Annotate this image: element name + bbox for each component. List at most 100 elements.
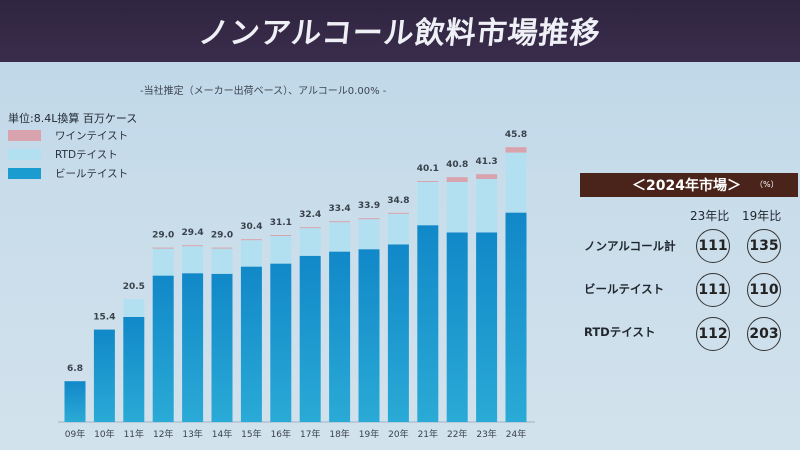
bar-segment-beer [211, 273, 233, 422]
row-label-rtd: RTDテイスト [584, 325, 656, 339]
bar-segment-wine [417, 181, 439, 182]
x-tick-label: 09年 [65, 428, 85, 440]
bar-segment-beer [270, 263, 292, 422]
bar-segment-wine [446, 177, 468, 182]
value-circle: 112 [696, 317, 730, 351]
bar-segment-rtd [387, 213, 409, 245]
value-circle: 111 [696, 273, 730, 307]
data-label: 6.8 [67, 364, 83, 374]
bar-segment-wine [329, 221, 351, 223]
bar-segment-wine [182, 245, 204, 247]
bar-segment-wine [476, 174, 498, 179]
data-label: 30.4 [240, 222, 262, 232]
legend-swatch-rtd [8, 149, 41, 160]
legend-label: RTDテイスト [55, 149, 118, 161]
bar-segment-beer [476, 232, 498, 422]
row-label-total: ノンアルコール計 [584, 239, 676, 253]
column-header-vs-23: 23年比 [690, 209, 730, 223]
data-label: 34.8 [387, 196, 409, 206]
legend-label: ビールテイスト [55, 168, 129, 180]
data-label: 29.0 [211, 231, 233, 241]
bar-segment-beer [240, 266, 262, 422]
x-tick-label: 21年 [418, 428, 438, 440]
bar-segment-beer [329, 251, 351, 422]
x-tick-label: 14年 [212, 428, 232, 440]
bar-segment-wine [270, 235, 292, 236]
value-circle: 135 [747, 229, 781, 263]
bar-segment-beer [152, 275, 174, 422]
x-tick-label: 12年 [153, 428, 173, 440]
bar-segment-beer [93, 329, 115, 422]
x-tick-label: 22年 [447, 428, 467, 440]
bar-segment-beer [64, 381, 86, 422]
x-tick-label: 11年 [124, 428, 144, 440]
bar-segment-beer [417, 225, 439, 422]
data-label: 33.9 [358, 201, 380, 211]
bar-segment-wine [358, 218, 380, 220]
column-header-vs-19: 19年比 [742, 209, 782, 223]
data-label: 40.8 [446, 160, 468, 170]
x-tick-label: 13年 [182, 428, 202, 440]
bar-segment-rtd [417, 182, 439, 226]
unit-label: 単位:8.4L換算 百万ケース [8, 112, 138, 125]
value-circle: 203 [747, 317, 781, 351]
legend-swatch-wine [8, 130, 41, 141]
legend-label: ワインテイスト [55, 130, 129, 142]
value-circle: 110 [747, 273, 781, 307]
bar-segment-beer [123, 317, 145, 422]
data-label: 29.4 [181, 228, 203, 238]
x-tick-label: 20年 [388, 428, 408, 440]
bar-segment-wine [505, 147, 527, 153]
bar-segment-beer [299, 255, 321, 422]
x-tick-label: 15年 [241, 428, 261, 440]
x-tick-label: 19年 [359, 428, 379, 440]
stacked-bar-chart: 6.8 09年 15.4 10年 20.5 11年 29.0 12年 29.4 13年 29.0 14… [58, 130, 535, 440]
legend-item-beer: ビールテイスト [8, 164, 128, 183]
bar-segment-rtd [358, 219, 380, 250]
x-tick-label: 24年 [506, 428, 526, 440]
x-tick-label: 10年 [94, 428, 114, 440]
bar-segment-wine [211, 247, 233, 249]
row-label-beer: ビールテイスト [584, 282, 665, 296]
x-tick-label: 23年 [476, 428, 496, 440]
data-label: 40.1 [417, 164, 439, 174]
bar-segment-rtd [270, 236, 292, 264]
chart-legend: ワインテイスト RTDテイスト ビールテイスト [8, 126, 128, 183]
data-label: 29.0 [152, 231, 174, 241]
bar-segment-rtd [152, 248, 174, 276]
data-label: 45.8 [505, 130, 527, 140]
bar-segment-rtd [123, 299, 145, 317]
market-table-header: ＜2024年市場＞ （%） [580, 173, 798, 197]
x-tick-label: 18年 [329, 428, 349, 440]
title-bar: ノンアルコール飲料市場推移 [0, 0, 800, 62]
bar-segment-beer [182, 273, 204, 422]
market-table-unit: （%） [755, 180, 779, 189]
bar-segment-rtd [446, 182, 468, 233]
value-circle: 111 [696, 229, 730, 263]
bar-segment-rtd [476, 179, 498, 233]
bar-segment-rtd [329, 222, 351, 252]
market-table-title: ＜2024年市場＞ [632, 178, 741, 194]
bar-segment-wine [240, 239, 262, 241]
bar-segment-rtd [505, 152, 527, 213]
data-label: 33.4 [328, 204, 350, 214]
chart-subtitle: -当社推定（メーカー出荷ベース）、アルコール0.00% - [140, 86, 387, 97]
legend-item-rtd: RTDテイスト [8, 145, 128, 164]
bar-segment-beer [505, 212, 527, 422]
bar-segment-rtd [299, 228, 321, 256]
bar-segment-rtd [211, 248, 233, 274]
data-label: 20.5 [123, 282, 145, 292]
data-label: 31.1 [270, 218, 292, 228]
bar-segment-beer [446, 232, 468, 422]
bar-segment-beer [387, 244, 409, 422]
bar-segment-wine [387, 212, 409, 214]
bar-segment-rtd [182, 246, 204, 274]
bar-segment-wine [299, 227, 321, 229]
bar-segment-beer [358, 249, 380, 422]
legend-swatch-beer [8, 168, 41, 179]
x-tick-label: 17年 [300, 428, 320, 440]
data-label: 41.3 [475, 157, 497, 167]
bar-segment-wine [152, 247, 174, 249]
bar-segment-rtd [240, 240, 262, 267]
x-tick-label: 16年 [271, 428, 291, 440]
